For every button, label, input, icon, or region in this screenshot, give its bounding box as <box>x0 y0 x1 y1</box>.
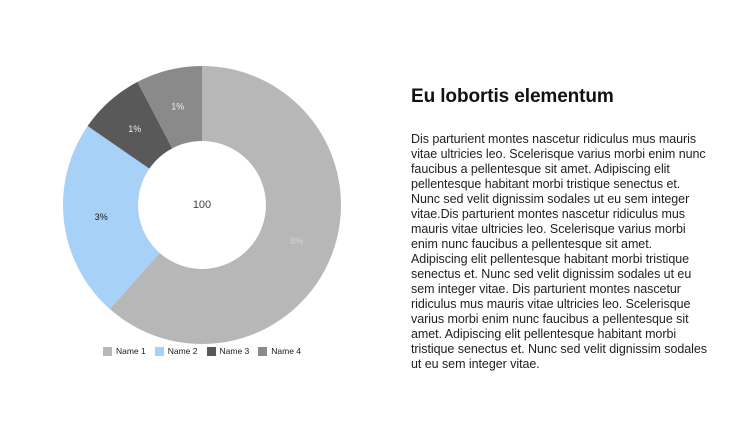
legend-swatch-name-3 <box>206 346 216 356</box>
donut-slice-name-2 <box>63 126 160 310</box>
legend-label-name-4: Name 4 <box>271 346 302 356</box>
slice-label-name-1: 8% <box>290 236 303 246</box>
chart-legend: Name 1 Name 2 Name 3 Name 4 <box>63 346 341 356</box>
legend-label-name-3: Name 3 <box>219 346 250 356</box>
legend-swatch-name-1 <box>102 346 112 356</box>
legend-swatch-name-4 <box>258 346 268 356</box>
donut-chart: 8% 3% 1% 1% 100 <box>63 66 341 344</box>
slice-label-name-3: 1% <box>128 124 141 134</box>
donut-slice-name-1 <box>109 66 341 344</box>
legend-item-name-1: Name 1 <box>102 346 146 356</box>
donut-slice-name-4 <box>137 66 202 149</box>
article-heading: Eu lobortis elementum <box>411 86 614 107</box>
donut-chart-figure: 8% 3% 1% 1% 100 Name 1 Name 2 Name 3 Name 4 <box>63 66 341 356</box>
legend-swatch-name-2 <box>154 346 164 356</box>
legend-item-name-4: Name 4 <box>258 346 301 356</box>
article-body: Dis parturient montes nascetur ridiculus… <box>411 131 708 371</box>
legend-label-name-1: Name 1 <box>115 346 146 356</box>
legend-item-name-3: Name 3 <box>206 346 250 356</box>
legend-item-name-2: Name 2 <box>154 346 198 356</box>
donut-slice-name-3 <box>87 81 173 169</box>
slice-label-name-2: 3% <box>95 212 108 222</box>
article: Eu lobortis elementum Dis parturient mon… <box>411 86 709 372</box>
donut-center-value: 100 <box>193 199 211 211</box>
legend-label-name-2: Name 2 <box>167 346 198 356</box>
slice-label-name-4: 1% <box>171 101 184 111</box>
